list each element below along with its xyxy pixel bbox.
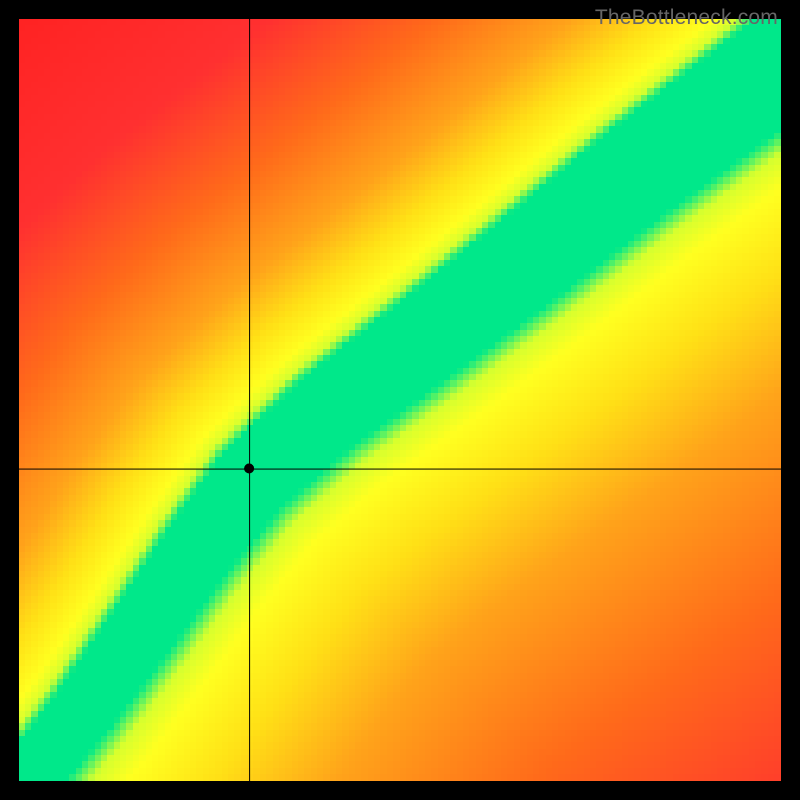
- bottleneck-heatmap: [0, 0, 800, 800]
- watermark-text: TheBottleneck.com: [595, 6, 778, 30]
